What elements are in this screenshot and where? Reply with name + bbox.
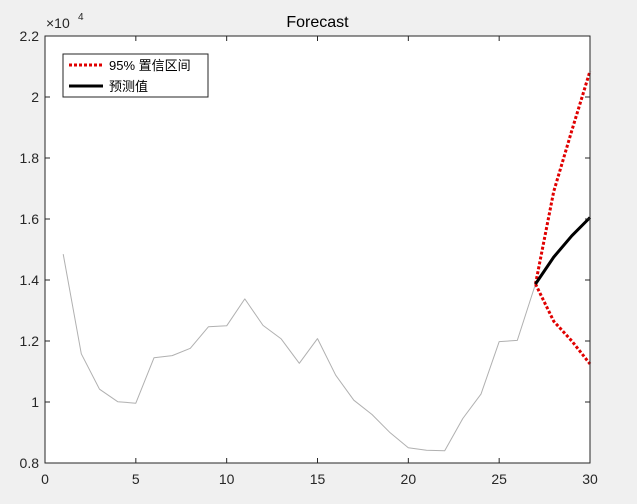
series-line-history xyxy=(62,254,536,452)
series-line-lower xyxy=(534,283,592,365)
plot-area xyxy=(45,36,590,463)
y-tick-label: 1.2 xyxy=(20,333,40,349)
series-line-forecast xyxy=(534,216,592,285)
x-tick-label: 25 xyxy=(491,471,507,487)
y-tick-label: 1.6 xyxy=(20,211,40,227)
y-axis-exponent: ×10 4 xyxy=(46,12,84,31)
series-layer xyxy=(62,70,592,452)
legend-label-ci: 95% 置信区间 xyxy=(109,58,191,73)
y-exponent-prefix: ×10 xyxy=(46,15,70,31)
series-line-upper xyxy=(534,70,592,285)
x-tick-label: 20 xyxy=(401,471,417,487)
x-tick-label: 15 xyxy=(310,471,326,487)
chart-title: Forecast xyxy=(286,14,349,31)
y-tick-label: 1.8 xyxy=(20,150,40,166)
legend-box xyxy=(62,53,209,98)
legend: 95% 置信区间 预测值 xyxy=(62,53,209,98)
x-tick-label: 0 xyxy=(41,471,49,487)
y-tick-label: 0.8 xyxy=(20,455,40,471)
y-tick-label: 1.4 xyxy=(20,272,40,288)
legend-label-forecast: 预测值 xyxy=(109,79,148,94)
x-tick-label: 5 xyxy=(132,471,140,487)
x-tick-label: 30 xyxy=(582,471,598,487)
x-tick-label: 10 xyxy=(219,471,235,487)
y-exponent-power: 4 xyxy=(78,12,84,23)
tick-layer: 0 5 10 15 20 25 30 0.8 1 1.2 1.4 1.6 1.8 2 2.2 xyxy=(20,28,598,487)
y-tick-label: 2.2 xyxy=(20,28,40,44)
y-tick-label: 1 xyxy=(31,394,39,410)
y-tick-label: 2 xyxy=(31,89,39,105)
